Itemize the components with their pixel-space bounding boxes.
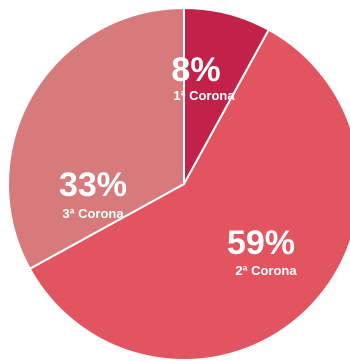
pie-slice-3 <box>7 6 185 271</box>
slice-1-label: 1ª Corona <box>173 88 235 103</box>
pie-slice-2 <box>28 28 350 361</box>
slice-2-label: 2ª Corona <box>235 263 297 278</box>
slice-2-percent: 59% <box>227 224 295 262</box>
pie-slices <box>7 6 350 361</box>
slice-3-label: 3ª Corona <box>62 206 124 221</box>
slice-1-percent: 8% <box>171 51 220 89</box>
slice-3-percent: 33% <box>59 166 127 204</box>
pie-slice-1 <box>183 6 271 185</box>
pie-labels: 8% 1ª Corona 59% 2ª Corona 33% 3ª Corona <box>59 51 297 278</box>
